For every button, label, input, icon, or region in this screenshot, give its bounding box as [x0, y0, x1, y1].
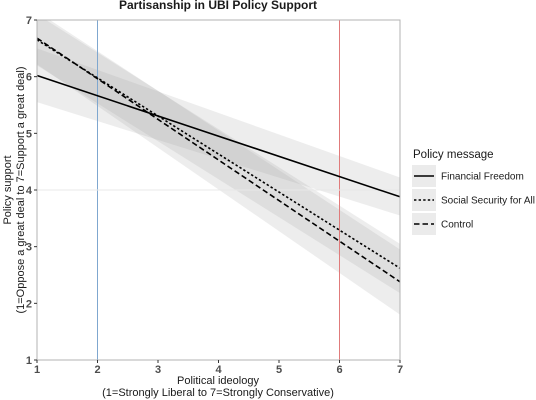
y-tick-label: 5	[26, 128, 32, 140]
x-tick-label: 5	[276, 364, 282, 376]
confidence-band-1	[37, 20, 400, 294]
legend-title: Policy message	[413, 149, 494, 161]
series-line-financial-freedom	[36, 74, 401, 198]
x-tick-label: 6	[336, 364, 342, 376]
x-axis-label-line-2: (1=Strongly Liberal to 7=Strongly Conser…	[102, 387, 334, 399]
x-tick-label: 7	[397, 364, 403, 376]
x-tick-label: 1	[34, 364, 40, 376]
legend-label-social-security-for-all: Social Security for All	[441, 196, 535, 207]
x-axis-label-line-1: Political ideology	[177, 375, 259, 387]
legend-label-financial-freedom: Financial Freedom	[441, 172, 524, 183]
x-tick-label: 2	[94, 364, 100, 376]
y-tick-label: 6	[26, 72, 32, 84]
y-tick-label: 4	[26, 185, 33, 197]
y-tick-label: 1	[26, 355, 32, 367]
x-tick-label: 3	[155, 364, 161, 376]
x-tick-label: 4	[215, 364, 222, 376]
confidence-bands	[37, 20, 400, 315]
y-axis-label-line-1: Policy support	[2, 155, 14, 224]
series-lines	[36, 37, 401, 283]
reference-lines	[37, 20, 400, 360]
y-axis-ticks: 1 2 3 4 5 6 7	[26, 15, 37, 367]
legend-label-control: Control	[441, 220, 473, 231]
y-tick-label: 3	[26, 242, 32, 254]
y-tick-label: 7	[26, 15, 32, 27]
series-line-control	[36, 37, 401, 283]
confidence-band-0	[37, 48, 400, 216]
y-axis-label-line-2: (1=Oppose a great deal to 7=Support a gr…	[15, 66, 27, 313]
y-tick-label: 2	[26, 298, 32, 310]
x-axis-ticks: 1 2 3 4 5 6 7	[34, 360, 403, 376]
chart-title: Partisanship in UBI Policy Support	[119, 0, 317, 12]
confidence-band-2	[37, 20, 400, 315]
legend: Policy message Financial Freedom Social S…	[412, 149, 535, 235]
